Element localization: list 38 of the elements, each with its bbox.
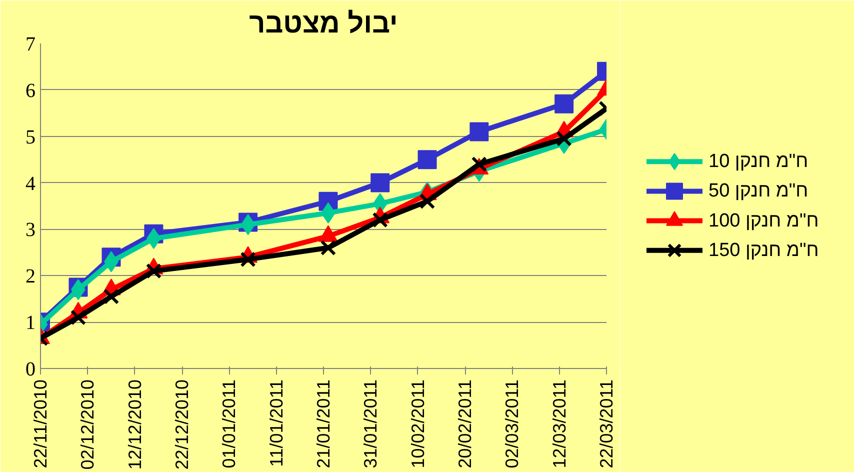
- y-tick-label: 5: [26, 126, 36, 148]
- point: [554, 94, 574, 114]
- chart-title: יבול מצטבר: [249, 8, 398, 38]
- point: [418, 150, 437, 170]
- point: [103, 288, 120, 304]
- y-tick-label: 7: [26, 34, 36, 56]
- x-tick-label: 11/01/2011: [266, 379, 286, 467]
- point: [70, 310, 86, 326]
- y-tick-label: 1: [26, 312, 36, 334]
- legend-label: 150 ח"מ חנקן: [708, 240, 819, 261]
- y-tick-label: 3: [26, 219, 36, 242]
- point: [556, 130, 572, 147]
- y-tick-label: 0: [26, 358, 36, 380]
- x-tick-label: 31/01/2011: [360, 379, 381, 468]
- x-tick-label: 02/12/2010: [78, 379, 98, 470]
- point: [146, 263, 162, 279]
- x-tick-label: 10/02/2011: [408, 379, 428, 468]
- point: [320, 240, 336, 256]
- x-tick-label: 12/12/2010: [124, 379, 145, 470]
- legend-label: 10 ח"מ חנקן: [708, 151, 808, 172]
- point: [372, 212, 388, 228]
- x-tick-label: 22/03/2011: [596, 379, 616, 468]
- x-tick-label: 22/11/2010: [30, 379, 50, 468]
- y-tick-label: 4: [26, 172, 36, 195]
- x-tick-label: 02/03/2011: [502, 379, 522, 468]
- y-tick-label: 2: [26, 266, 36, 288]
- x-tick-label: 12/03/2011: [549, 379, 570, 468]
- legend-label: 50 ח"מ חנקן: [708, 180, 808, 202]
- point: [240, 252, 256, 268]
- legend-label: 100 ח"מ חנקן: [708, 210, 819, 232]
- x-tick-label: 01/01/2011: [219, 379, 240, 468]
- x-tick-label: 20/02/2011: [455, 379, 475, 468]
- x-tick-label: 22/12/2010: [172, 379, 192, 470]
- x-tick-label: 21/01/2011: [314, 379, 334, 468]
- point: [470, 122, 489, 142]
- y-tick-label: 6: [26, 80, 36, 102]
- point: [370, 173, 390, 192]
- point: [419, 193, 436, 210]
